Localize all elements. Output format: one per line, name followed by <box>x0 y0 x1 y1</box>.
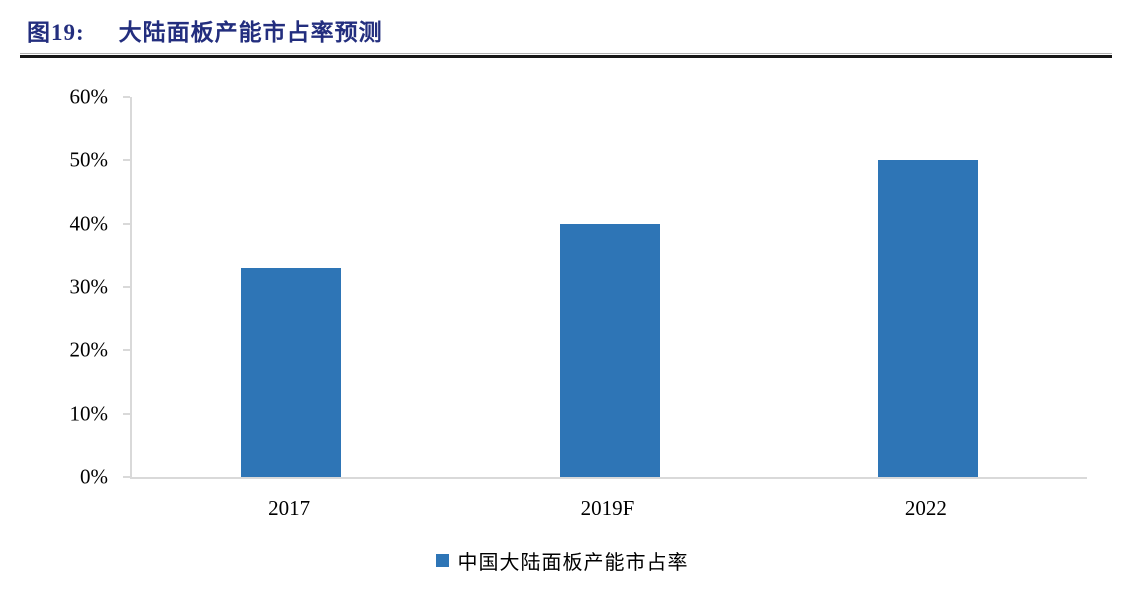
chart-legend: 中国大陆面板产能市占率 <box>0 546 1124 575</box>
legend-marker-icon <box>435 554 449 567</box>
y-tick-label: 30% <box>69 274 109 299</box>
y-tick-label: 20% <box>69 337 109 362</box>
figure-title-text: 大陆面板产能市占率预测 <box>118 20 383 45</box>
figure-title: 图19: 大陆面板产能市占率预测 <box>27 13 383 47</box>
bar-2017 <box>241 268 342 477</box>
y-axis-tick <box>123 159 130 162</box>
y-axis-labels: 0% 10% 20% 30% 40% 50% 60% <box>0 85 112 489</box>
x-tick-label: 2017 <box>268 496 311 520</box>
figure-number: 图19: <box>27 20 85 45</box>
title-divider-thick-line <box>20 55 1112 58</box>
x-tick-label: 2022 <box>904 496 947 520</box>
x-tick-label: 2019F <box>580 496 635 520</box>
y-tick-label: 40% <box>69 211 109 236</box>
y-tick-label: 50% <box>69 147 109 172</box>
bar-2019F <box>559 223 660 477</box>
plot-area <box>123 96 1087 479</box>
y-tick-label: 10% <box>69 401 109 426</box>
y-axis-tick <box>123 286 130 288</box>
y-axis-tick <box>123 96 130 98</box>
y-axis-tick <box>123 476 130 478</box>
y-axis-tick <box>123 412 130 415</box>
y-tick-label: 0% <box>80 464 108 489</box>
x-axis-labels: 2017 2019F 2022 <box>130 481 1085 521</box>
y-axis-tick <box>123 222 130 225</box>
y-axis-tick <box>123 349 130 352</box>
y-tick-label: 60% <box>69 84 109 109</box>
title-divider <box>20 53 1112 58</box>
title-divider-thin-line <box>20 53 1112 54</box>
bar-2022 <box>877 160 978 477</box>
legend-label: 中国大陆面板产能市占率 <box>457 552 689 574</box>
